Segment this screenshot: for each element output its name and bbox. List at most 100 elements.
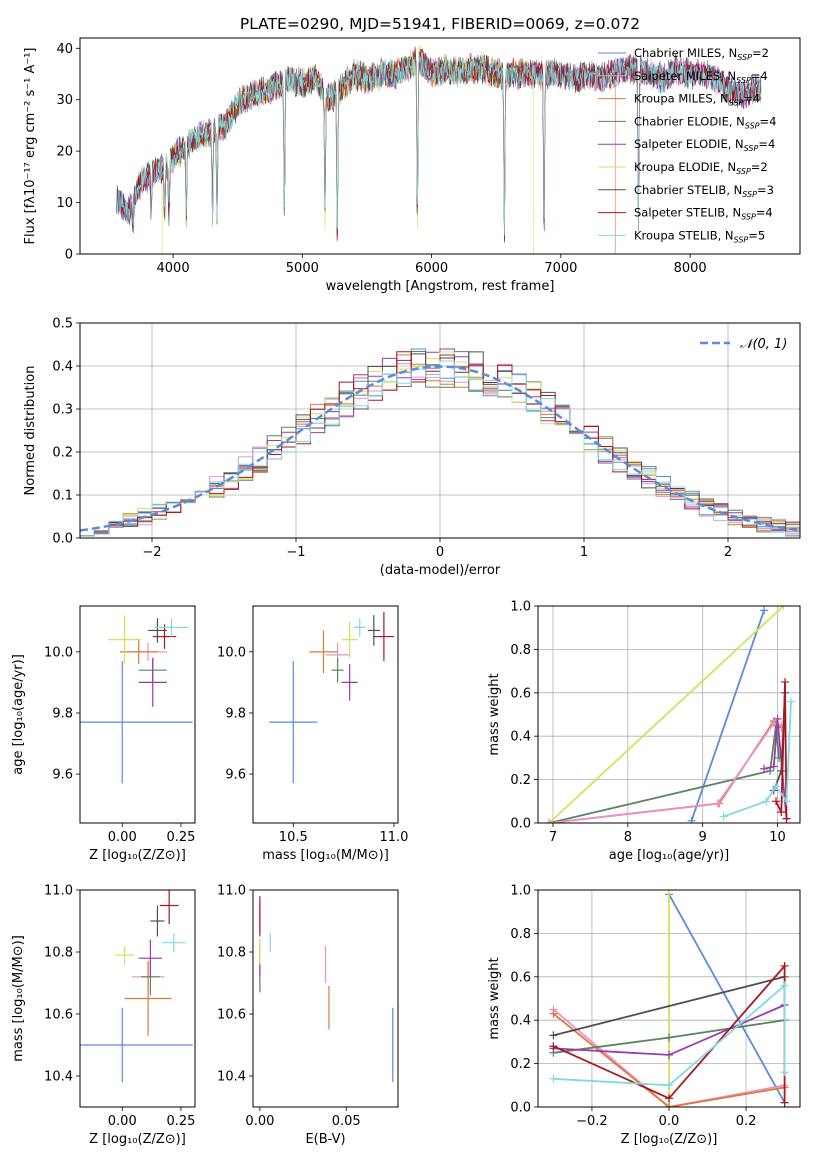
y-tick-label: 40: [56, 42, 73, 57]
x-axis-label: Z [log₁₀(Z/Z⊙)]: [89, 1132, 186, 1147]
weight-marker: [780, 1098, 789, 1107]
point-kroupa-miles: [124, 961, 172, 1036]
legend-entry-name: Chabrier MILES, N: [634, 46, 737, 60]
legend-entry-name: Salpeter ELODIE, N: [634, 137, 744, 151]
panel-mass_vs_ebv: 0.00 0.05 10.4 10.6 10.8 11.0 E(B-V): [217, 884, 399, 1147]
axes-frame: [79, 605, 196, 824]
point-chabrier-stelib: [367, 615, 380, 646]
x-tick-label: 6000: [415, 261, 448, 276]
weight-marker: [787, 697, 796, 706]
weight-marker: [780, 981, 789, 990]
x-tick-label: −0.2: [576, 1114, 608, 1129]
x-axis-label: wavelength [Angstrom, rest frame]: [326, 279, 555, 294]
panel-weight_vs_age: 7 8 9 10 0.0 0.2 0.4 0.6 0.8 1.0 age [log₁₀(age/yr…: [487, 600, 801, 863]
y-axis-label: mass [log₁₀(M/M⊙)]: [11, 935, 26, 1062]
legend-entry: Kroupa ELODIE, NSSP=2: [634, 160, 768, 176]
weight-marker: [769, 762, 778, 771]
legend-entry: Salpeter MILES, NSSP=4: [634, 69, 768, 85]
legend-entry-suffix: =4: [743, 92, 760, 106]
plot-area: [115, 45, 762, 254]
legend-entry-name: Chabrier STELIB, N: [634, 183, 742, 197]
x-tick-label: −2: [142, 545, 161, 560]
y-tick-label: 30: [56, 93, 73, 108]
y-tick-label: 0.1: [52, 489, 73, 504]
weight-marker: [782, 814, 791, 823]
y-tick-label: 0.3: [52, 403, 73, 418]
legend-entry-subscript: SSP: [737, 53, 752, 62]
x-axis-label: Z [log₁₀(Z/Z⊙)]: [89, 848, 186, 863]
weight-marker: [665, 890, 673, 894]
x-tick-label: 0.25: [166, 1114, 195, 1129]
weight-marker: [549, 1031, 558, 1040]
point-salpeter-elodie: [138, 657, 167, 707]
legend-entry-name: Salpeter MILES, N: [634, 69, 736, 83]
y-tick-label: 0.0: [52, 532, 73, 547]
point-kroupa-elodie: [341, 621, 358, 658]
axes-frame: [537, 889, 801, 1108]
x-axis-label: Z [log₁₀(Z/Z⊙)]: [621, 1132, 718, 1147]
y-axis-label: Normed distribution: [23, 366, 38, 496]
legend-entry-subscript: SSP: [744, 144, 759, 153]
legend-entry: Salpeter STELIB, NSSP=4: [634, 206, 773, 222]
legend-entry: Chabrier MILES, NSSP=2: [634, 46, 769, 62]
plot-area: [80, 348, 800, 538]
legend-entry-subscript: SSP: [734, 235, 749, 244]
legend-entry-suffix: =4: [760, 114, 777, 128]
y-axis-label: age [log₁₀(age/yr)]: [11, 654, 26, 775]
point-salpeter-stelib: [152, 624, 177, 649]
figure-title: PLATE=0290, MJD=51941, FIBERID=0069, z=0…: [240, 15, 640, 33]
x-axis-label: E(B-V): [305, 1132, 345, 1147]
y-tick-label: 20: [56, 145, 73, 160]
y-tick-label: 0.2: [510, 1057, 531, 1072]
y-tick-label: 0.6: [510, 686, 531, 701]
weight-marker: [665, 1033, 673, 1042]
x-tick-label: −1: [286, 545, 305, 560]
legend-entry-subscript: SSP: [741, 213, 756, 222]
weight-marker: [549, 1042, 558, 1051]
y-axis-label: mass weight: [487, 673, 502, 755]
weight-marker: [760, 764, 769, 773]
weight-marker: [665, 1094, 673, 1103]
weight-marker: [713, 799, 722, 808]
y-axis-label: mass weight: [487, 957, 502, 1039]
legend-entry-suffix: =4: [756, 206, 773, 220]
y-tick-label: 1.0: [510, 884, 531, 899]
y-tick-label: 10.6: [217, 1008, 246, 1023]
normal-curve: [80, 365, 800, 532]
axes-frame: [537, 605, 801, 824]
panel-mass_vs_Z: 0.00 0.25 10.4 10.6 10.8 11.0 Z [log₁₀(Z/Z⊙)] m…: [11, 884, 196, 1147]
legend-entry-subscript: SSP: [729, 99, 744, 108]
weight-line: [552, 1012, 785, 1107]
x-tick-label: 0.00: [245, 1114, 274, 1129]
x-axis-label: age [log₁₀(age/yr)]: [609, 848, 730, 863]
panels: 4000 5000 6000 7000 8000010203040wavelength …: [11, 37, 801, 1147]
legend-entry: Chabrier ELODIE, NSSP=4: [634, 114, 776, 130]
x-tick-label: 0.25: [166, 830, 195, 845]
y-tick-label: 10: [56, 196, 73, 211]
y-tick-label: 0.2: [52, 446, 73, 461]
weight-marker: [762, 797, 771, 806]
point-salpeter-elodie: [341, 664, 358, 701]
y-tick-label: 10.6: [44, 1008, 73, 1023]
weight-marker: [780, 961, 789, 970]
x-tick-label: 7: [549, 830, 557, 845]
plot-area: [259, 896, 394, 1083]
point-chabrier-miles: [80, 661, 193, 784]
point-chabrier-stelib: [150, 905, 165, 937]
weight-line: [668, 893, 786, 1104]
x-tick-label: 7000: [544, 261, 577, 276]
point-chabrier-stelib: [148, 618, 167, 643]
x-tick-label: 9: [699, 830, 707, 845]
y-tick-label: 10.4: [44, 1070, 73, 1085]
legend-entry-subscript: SSP: [745, 121, 760, 130]
x-tick-label: 10.5: [279, 830, 308, 845]
legend-entry: Kroupa MILES, NSSP=4: [634, 92, 760, 108]
y-tick-label: 9.6: [225, 768, 246, 783]
weight-line: [553, 983, 786, 1087]
legend-entry-name: Salpeter STELIB, N: [634, 206, 741, 220]
weight-marker: [780, 1068, 789, 1077]
panel-age_vs_mass: 10.5 11.0 9.6 9.8 10.0 mass [log₁₀(M/M⊙)]: [217, 605, 408, 863]
x-tick-label: 2: [724, 545, 732, 560]
x-tick-label: 1: [580, 545, 588, 560]
